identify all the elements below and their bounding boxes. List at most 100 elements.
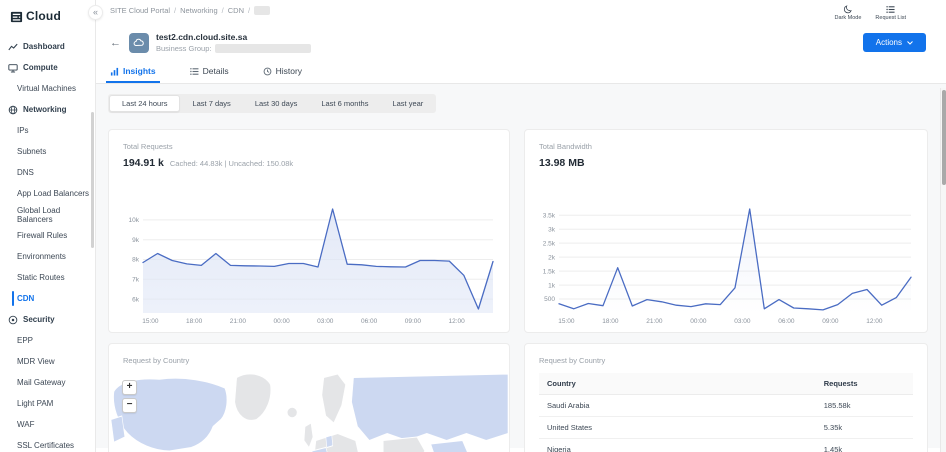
sidebar-item-firewall-rules[interactable]: Firewall Rules [0, 225, 95, 246]
sidebar-item-static-routes[interactable]: Static Routes [0, 267, 95, 288]
map-country-kazakhstan [382, 436, 426, 452]
sidebar-item-label: Global Load Balancers [17, 205, 61, 224]
table-row-nigeria[interactable]: Nigeria 1.45k [539, 438, 913, 452]
page-scrollbar[interactable] [940, 88, 946, 452]
total-requests-chart[interactable]: 6k 7k 8k 9k 10k 15:00 18:00 21:00 00:00 03:00 06:0… [117, 198, 501, 326]
sidebar-item-environments[interactable]: Environments [0, 246, 95, 267]
sidebar-item-light-pam[interactable]: Light PAM [0, 393, 95, 414]
brand-logo-icon [10, 10, 23, 23]
business-group-row: Business Group: [156, 44, 312, 53]
dark-mode-toggle[interactable]: Dark Mode [835, 5, 861, 21]
tab-details[interactable]: Details [189, 66, 229, 83]
sidebar-item-epp[interactable]: EPP [0, 330, 95, 351]
total-requests-breakdown: Cached: 44.83k | Uncached: 150.08k [169, 159, 294, 168]
svg-text:15:00: 15:00 [142, 318, 159, 325]
breadcrumb-item-site-cloud-portal[interactable]: SITE Cloud Portal [110, 6, 171, 15]
sidebar-item-subnets[interactable]: Subnets [0, 141, 95, 162]
country-cell: Saudi Arabia [539, 394, 816, 417]
svg-text:06:00: 06:00 [361, 318, 378, 325]
world-map[interactable]: + − [110, 374, 508, 452]
map-zoom-in-button[interactable]: + [122, 380, 137, 395]
sidebar-item-mail-gateway[interactable]: Mail Gateway [0, 372, 95, 393]
request-list-button[interactable]: Request List [875, 5, 906, 21]
sidebar-item-label: WAF [17, 420, 35, 429]
compute-icon [8, 63, 18, 73]
request-by-country-card: Request by Country Country Requests Saud… [524, 343, 928, 452]
sidebar-item-virtual-machines[interactable]: Virtual Machines [0, 78, 95, 99]
svg-text:1.5k: 1.5k [543, 268, 556, 275]
actions-button[interactable]: Actions [862, 33, 926, 52]
svg-text:18:00: 18:00 [186, 318, 203, 325]
country-cell: United States [539, 416, 816, 439]
table-row-saudi-arabia[interactable]: Saudi Arabia 185.58k [539, 394, 913, 417]
sidebar-collapse-button[interactable]: « [88, 5, 103, 20]
bar-chart-icon [110, 67, 119, 76]
sidebar-item-compute[interactable]: Compute [0, 57, 95, 78]
sidebar-item-security[interactable]: Security [0, 309, 95, 330]
svg-text:09:00: 09:00 [822, 318, 839, 325]
sidebar-item-dashboard[interactable]: Dashboard [0, 36, 95, 57]
main-area: SITE Cloud Portal / Networking / CDN / Dark M… [96, 0, 946, 452]
svg-text:7k: 7k [132, 277, 140, 284]
range-last-7-days[interactable]: Last 7 days [192, 99, 231, 108]
tab-insights[interactable]: Insights [106, 66, 160, 83]
page-scrollbar-thumb[interactable] [942, 90, 946, 185]
range-last-6-months[interactable]: Last 6 months [321, 99, 369, 108]
svg-text:12:00: 12:00 [866, 318, 883, 325]
svg-text:1k: 1k [548, 282, 556, 289]
map-country-iceland [286, 406, 298, 419]
sidebar-item-mdr-view[interactable]: MDR View [0, 351, 95, 372]
sidebar-scrollbar[interactable] [91, 112, 94, 248]
sidebar-item-label: EPP [17, 336, 34, 345]
total-bandwidth-title: Total Bandwidth [539, 142, 592, 151]
brand-logo[interactable]: Cloud [0, 0, 95, 24]
sidebar-item-networking[interactable]: Networking [0, 99, 95, 120]
total-requests-card: Total Requests 194.91 k Cached: 44.83k |… [108, 129, 510, 333]
svg-text:06:00: 06:00 [778, 318, 795, 325]
time-range-selector: Last 24 hours Last 7 days Last 30 days Last… [108, 94, 437, 113]
country-requests-table: Country Requests Saudi Arabia 185.58k Unit… [539, 373, 913, 452]
sidebar-item-label: Light PAM [17, 399, 54, 408]
sidebar-item-waf[interactable]: WAF [0, 414, 95, 435]
sidebar-item-label: Virtual Machines [17, 84, 76, 93]
breadcrumb-item-cdn[interactable]: CDN [227, 6, 244, 15]
request-list-icon [886, 6, 895, 13]
sidebar-item-ips[interactable]: IPs [0, 120, 95, 141]
svg-text:10k: 10k [129, 217, 140, 224]
tab-label: History [275, 66, 303, 76]
table-row-united-states[interactable]: United States 5.35k [539, 416, 913, 439]
map-zoom-out-button[interactable]: − [122, 398, 137, 413]
sidebar-item-label: Environments [17, 252, 66, 261]
svg-text:6k: 6k [132, 296, 140, 303]
map-country-netherlands [325, 434, 334, 449]
actions-button-label: Actions [875, 38, 902, 47]
range-last-24-hours[interactable]: Last 24 hours [109, 95, 181, 112]
sidebar-item-dns[interactable]: DNS [0, 162, 95, 183]
sidebar-item-label: App Load Balancers [17, 189, 90, 198]
svg-text:18:00: 18:00 [602, 318, 619, 325]
tab-history[interactable]: History [263, 66, 302, 83]
svg-text:9k: 9k [132, 237, 140, 244]
breadcrumb-separator: / [221, 6, 224, 15]
sidebar-item-global-load-balancers[interactable]: Global Load Balancers [0, 204, 95, 225]
range-last-year[interactable]: Last year [392, 99, 424, 108]
sidebar-item-label: IPs [17, 126, 29, 135]
world-map-svg [110, 374, 508, 452]
networking-icon [8, 105, 18, 115]
topbar-actions: Dark Mode Request List [835, 5, 906, 21]
total-bandwidth-chart[interactable]: 500 1k 1.5k 2k 2.5k 3k 3.5k 15:00 18:00 21:00 00:0… [533, 198, 919, 326]
column-header-country: Country [539, 373, 816, 395]
sidebar-item-app-load-balancers[interactable]: App Load Balancers [0, 183, 95, 204]
sidebar-nav: Dashboard Compute Virtual Machines Networki… [0, 36, 95, 452]
breadcrumb-item-networking[interactable]: Networking [180, 6, 218, 15]
breadcrumb-redacted-item [254, 6, 271, 15]
sidebar-item-label: Networking [23, 105, 67, 114]
back-arrow-icon[interactable]: ← [110, 36, 121, 49]
sidebar-item-cdn[interactable]: CDN [0, 288, 95, 309]
history-icon [263, 67, 272, 76]
map-country-france [311, 446, 328, 452]
sidebar-item-ssl-certificates[interactable]: SSL Certificates [0, 435, 95, 452]
sidebar-item-label: Dashboard [23, 42, 65, 51]
range-last-30-days[interactable]: Last 30 days [254, 99, 298, 108]
country-cell: Nigeria [539, 438, 816, 452]
